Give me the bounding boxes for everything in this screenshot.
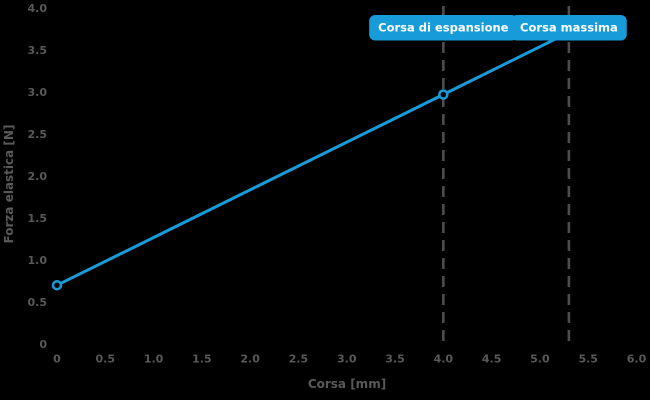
y-tick-label: 2.5 — [28, 128, 48, 141]
annotation-badge-label: Corsa di espansione — [378, 21, 508, 35]
y-tick-label: 1.0 — [28, 254, 48, 267]
y-tick-label: 2.0 — [28, 170, 48, 183]
annotation-badge-bg — [369, 15, 518, 41]
data-point-marker — [51, 279, 63, 291]
annotation-badge: Corsa massima — [511, 15, 627, 41]
x-tick-label: 0.5 — [96, 353, 116, 366]
annotation-badge-label: Corsa massima — [520, 21, 618, 35]
x-axis-tick-labels: 0 0.5 1.0 1.5 2.0 2.5 3.0 3.5 4.0 4.5 5.0 5.5 6.0 — [53, 353, 646, 366]
annotation-badges: Corsa di espansione Corsa massima — [369, 15, 627, 41]
y-tick-label: 1.5 — [28, 212, 48, 225]
y-axis-tick-labels: 0 0.5 1.0 1.5 2.0 2.5 3.0 3.5 4.0 — [28, 2, 48, 351]
x-tick-label: 5.0 — [530, 353, 550, 366]
x-tick-label: 2.5 — [289, 353, 309, 366]
annotation-badge-bg — [511, 15, 627, 41]
y-tick-label: 3.5 — [28, 44, 48, 57]
data-series-layer — [51, 30, 571, 291]
y-tick-label: 0.5 — [28, 296, 48, 309]
annotation-badge: Corsa di espansione — [369, 15, 518, 41]
x-tick-label: 4.0 — [434, 353, 454, 366]
x-tick-label: 6.0 — [627, 353, 647, 366]
data-point-marker — [438, 89, 449, 100]
x-tick-label: 0 — [53, 353, 61, 366]
y-tick-label: 3.0 — [28, 86, 48, 99]
x-axis-title: Corsa [mm] — [308, 377, 386, 391]
x-tick-label: 3.0 — [337, 353, 357, 366]
y-axis-title: Forza elastica [N] — [2, 125, 16, 244]
y-tick-label: 0 — [39, 338, 47, 351]
x-tick-label: 2.0 — [240, 353, 260, 366]
x-tick-label: 1.0 — [144, 353, 164, 366]
x-tick-label: 1.5 — [192, 353, 212, 366]
data-line — [55, 30, 571, 287]
x-tick-label: 3.5 — [385, 353, 405, 366]
y-tick-label: 4.0 — [28, 2, 48, 15]
x-tick-label: 4.5 — [482, 353, 502, 366]
annotation-dashed-lines — [442, 6, 571, 346]
x-tick-label: 5.5 — [578, 353, 598, 366]
